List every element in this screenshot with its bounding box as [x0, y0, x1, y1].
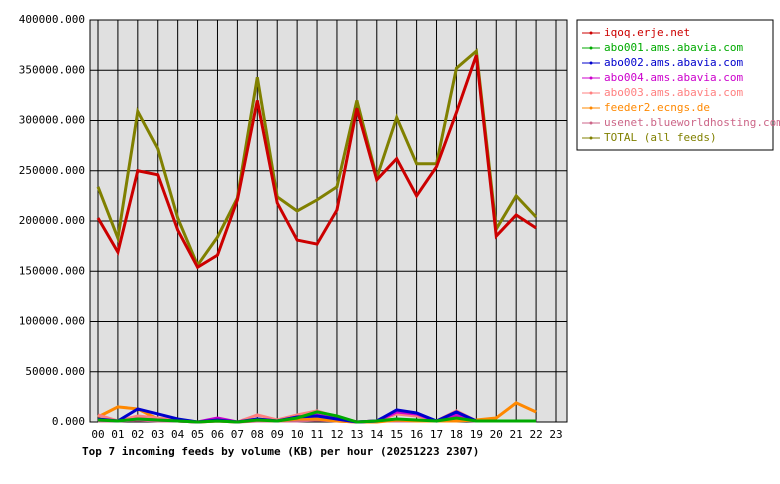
x-tick-label: 15 [390, 428, 403, 441]
x-tick-label: 08 [251, 428, 264, 441]
legend [576, 19, 774, 151]
x-tick-label: 19 [470, 428, 483, 441]
chart-title: Top 7 incoming feeds by volume (KB) per … [82, 445, 479, 458]
legend-marker [589, 61, 593, 65]
series-line [96, 48, 538, 269]
legend-marker [589, 91, 593, 95]
x-tick-label: 01 [111, 428, 124, 441]
x-tick-label: 09 [271, 428, 284, 441]
legend-label: abo003.ams.abavia.com [604, 86, 743, 99]
legend-label: abo001.ams.abavia.com [604, 41, 743, 54]
x-tick-label: 07 [231, 428, 244, 441]
series-line [97, 407, 537, 424]
y-tick-label: 200000.000 [19, 214, 85, 227]
x-tick-label: 04 [171, 428, 185, 441]
x-tick-label: 03 [151, 428, 164, 441]
legend-marker [589, 76, 593, 80]
y-tick-label: 100000.000 [19, 315, 85, 328]
x-tick-label: 02 [131, 428, 144, 441]
y-tick-label: 400000.000 [19, 13, 85, 26]
x-tick-label: 00 [91, 428, 104, 441]
x-tick-label: 17 [430, 428, 443, 441]
legend-marker [589, 136, 593, 140]
x-tick-label: 20 [490, 428, 503, 441]
x-tick-label: 11 [310, 428, 323, 441]
x-tick-label: 06 [211, 428, 224, 441]
legend-label: abo002.ams.abavia.com [604, 56, 743, 69]
x-tick-label: 12 [330, 428, 343, 441]
y-tick-label: 350000.000 [19, 63, 85, 76]
x-tick-label: 13 [350, 428, 363, 441]
x-tick-label: 10 [291, 428, 304, 441]
x-tick-label: 23 [549, 428, 562, 441]
x-tick-label: 18 [450, 428, 463, 441]
x-tick-label: 14 [370, 428, 384, 441]
legend-marker [589, 121, 593, 125]
y-tick-label: 50000.000 [25, 365, 85, 378]
x-tick-label: 16 [410, 428, 423, 441]
legend-label: iqoq.erje.net [604, 26, 690, 39]
y-tick-label: 250000.000 [19, 164, 85, 177]
x-tick-label: 21 [510, 428, 523, 441]
legend-label: abo004.ams.abavia.com [604, 71, 743, 84]
x-tick-label: 05 [191, 428, 204, 441]
series-line [96, 54, 537, 270]
series-line [97, 410, 537, 424]
legend-label: feeder2.ecngs.de [604, 101, 710, 114]
legend-label: TOTAL (all feeds) [604, 131, 717, 144]
legend-marker [589, 106, 593, 110]
y-tick-label: 0.000 [52, 415, 85, 428]
legend-marker [589, 31, 593, 35]
legend-marker [589, 46, 593, 50]
x-tick-label: 22 [529, 428, 542, 441]
y-tick-label: 150000.000 [19, 264, 85, 277]
y-tick-label: 300000.000 [19, 114, 85, 127]
legend-label: usenet.blueworldhosting.com [604, 116, 780, 129]
